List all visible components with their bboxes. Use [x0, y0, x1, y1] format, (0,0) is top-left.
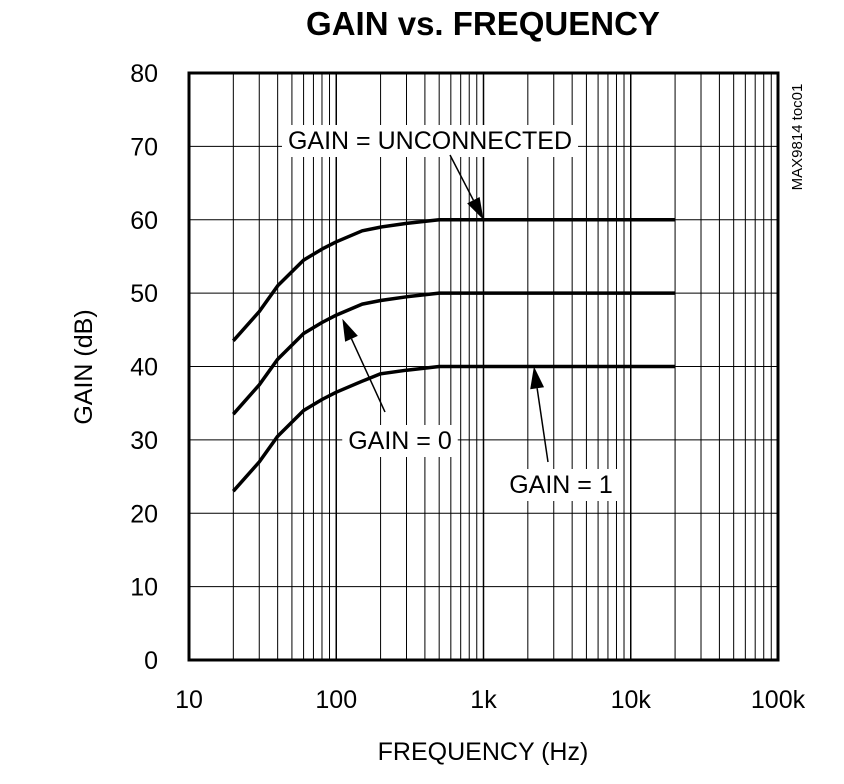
x-tick-label: 10k: [611, 686, 652, 714]
annotation-label-bg: [281, 125, 579, 157]
y-tick-label: 60: [130, 207, 158, 235]
annotation-label-bg: [503, 469, 619, 501]
annotation-label: GAIN = UNCONNECTED: [288, 127, 572, 155]
annotation-arrow-head: [342, 318, 358, 342]
data-series-group: [231, 218, 676, 493]
y-axis-label: GAIN (dB): [70, 309, 98, 424]
y-tick-label: 0: [144, 647, 158, 675]
annotation-label: GAIN = 1: [509, 471, 613, 499]
annotation-arrow-head: [530, 366, 545, 390]
annotation-arrow-line: [536, 388, 549, 463]
x-tick-label: 100: [315, 686, 357, 714]
y-tick-label: 20: [130, 500, 158, 528]
annotation-arrow-line: [449, 154, 475, 201]
annotations-group: GAIN = UNCONNECTED GAIN = 0 GAIN = 1: [281, 125, 619, 501]
chart-title: GAIN vs. FREQUENCY: [306, 5, 660, 42]
x-tick-labels: 10 100 1k 10k 100k: [175, 686, 806, 714]
x-tick-label: 1k: [470, 686, 497, 714]
series-line-0: [231, 218, 676, 342]
annotation-label: GAIN = 0: [348, 427, 452, 455]
plot-frame: [187, 71, 780, 662]
y-tick-label: 80: [130, 60, 158, 88]
series-line-1: [231, 291, 676, 416]
annotation-label-bg: [342, 425, 458, 457]
annotation-arrow-line: [350, 338, 386, 413]
y-tick-label: 70: [130, 133, 158, 161]
y-tick-label: 30: [130, 427, 158, 455]
figure-code: MAX9814 toc01: [789, 84, 806, 191]
x-tick-label: 10: [175, 686, 203, 714]
x-tick-label: 100k: [751, 686, 806, 714]
y-tick-label: 40: [130, 354, 158, 382]
annotation-arrow-head: [467, 196, 484, 220]
y-tick-label: 50: [130, 280, 158, 308]
y-tick-label: 10: [130, 574, 158, 602]
x-axis-label: FREQUENCY (Hz): [378, 738, 589, 766]
y-tick-labels: 0 10 20 30 40 50 60 70 80: [130, 60, 158, 675]
series-line-2: [231, 364, 676, 493]
